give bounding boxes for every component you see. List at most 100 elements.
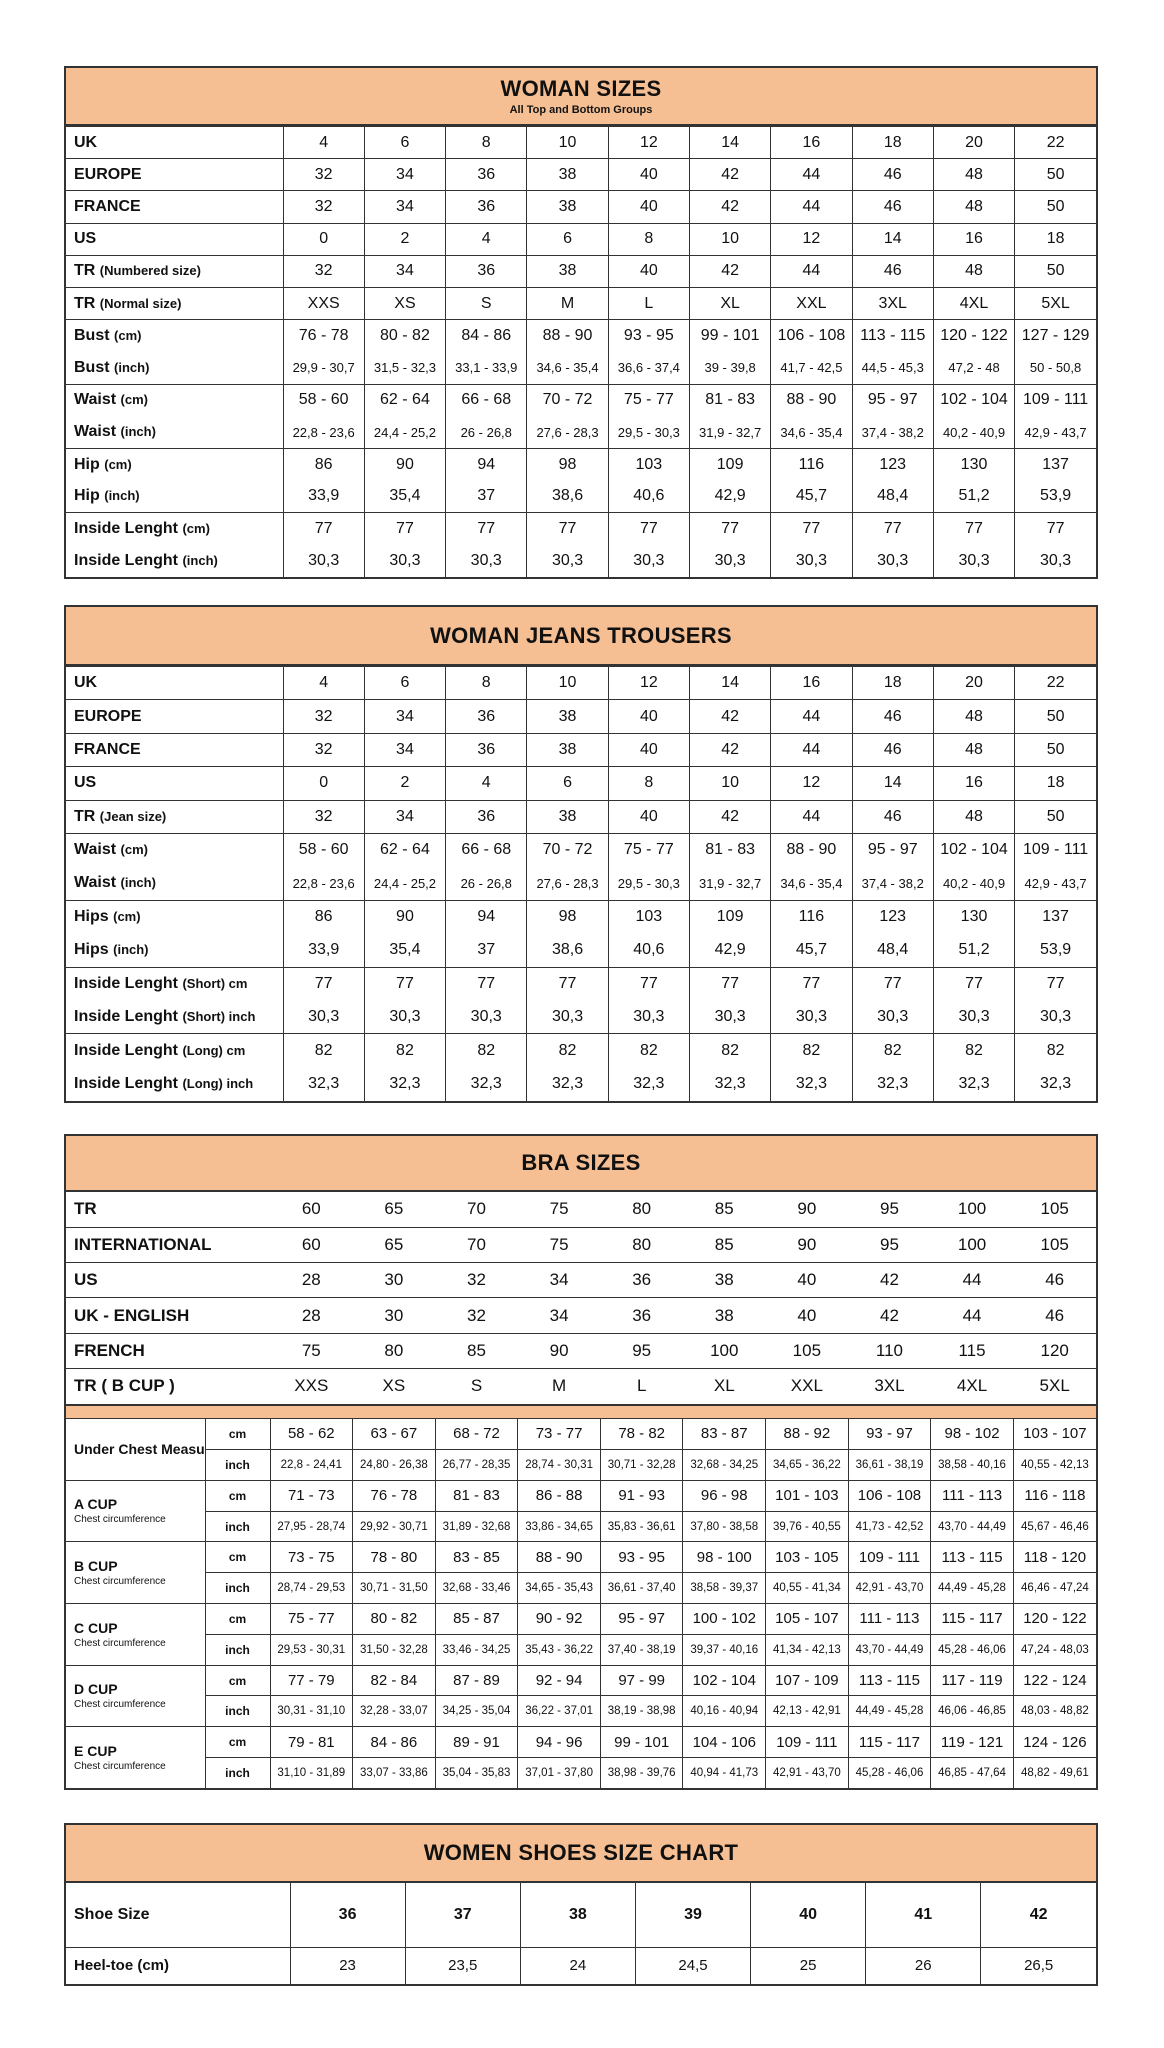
table-cell: 30 [352, 1262, 436, 1298]
table-cell: 80 [632, 1199, 652, 1219]
table-cell: 80 [600, 1226, 683, 1263]
row-label-unit: (inch) [120, 875, 156, 891]
table-cell: 77 [932, 512, 1015, 545]
table-row: US 0 2 4 6 8 10 12 14 16 18 [66, 766, 1096, 801]
table-cell: 85 - 87 [434, 1603, 518, 1635]
row-label: Waist (cm) [66, 832, 283, 867]
table-cell: 30,3 [770, 1000, 853, 1034]
table-cell: 28,74 - 29,53 [269, 1572, 353, 1604]
table-cell: 16 [932, 766, 1015, 801]
table-cell: 42,9 [688, 933, 771, 968]
table-cell: 38,6 [526, 933, 609, 968]
table-cell: 37,80 - 38,58 [682, 1510, 766, 1542]
table-cell: 46 [851, 158, 934, 191]
table-cell: 40,2 - 40,9 [932, 866, 1015, 901]
table-cell: 27,6 - 28,3 [526, 416, 609, 449]
table-cell: 116 [770, 899, 853, 934]
table-cell: 24,4 - 25,2 [363, 416, 446, 449]
table-cell: 35,43 - 36,22 [517, 1633, 601, 1666]
table-cell: 137 [1014, 447, 1096, 481]
row-label-main: Inside Lenght [74, 974, 178, 992]
table-row: Inside Lenght (Short) inch 30,3 30,3 30,3 30… [66, 1000, 1096, 1034]
table-cell: 32,3 [851, 1067, 934, 1101]
table-row: Hips (inch) 33,9 35,4 37 38,6 40,6 42,9 45,7 48,… [66, 933, 1096, 968]
table-cell: XXL [765, 1367, 849, 1404]
table-cell: 38 [519, 1883, 636, 1947]
table-cell: 79 - 81 [269, 1726, 353, 1758]
table-row: US 0 2 4 6 8 10 12 14 16 18 [66, 222, 1096, 256]
table-row: Hips (cm) 86 90 94 98 103 109 116 123 130 137 [66, 899, 1096, 934]
table-cell: 92 - 94 [517, 1664, 601, 1696]
table-cell: 40 [607, 254, 690, 288]
row-label-main: FRANCE [74, 740, 141, 758]
table-cell: XXS [282, 286, 365, 320]
table-cell: 37,4 - 38,2 [851, 416, 934, 449]
table-cell: 103 - 107 [1012, 1418, 1096, 1450]
row-label-main: EUROPE [74, 165, 142, 183]
table-cell: 53,9 [1014, 480, 1096, 513]
table-cell: L [607, 286, 690, 320]
table-cell: 34,6 - 35,4 [526, 351, 609, 384]
table-cell: 88 - 92 [765, 1418, 849, 1450]
table-cell: 41 [865, 1883, 981, 1947]
table-cell: 77 [851, 966, 934, 1001]
row-label: FRENCH [66, 1332, 270, 1369]
table-cell: 30,71 - 32,28 [599, 1449, 683, 1481]
row-label: UK [66, 125, 283, 159]
row-label-main: TR [74, 807, 96, 825]
table-cell: 43,70 - 44,49 [847, 1633, 931, 1666]
unit-cell: cm [204, 1479, 270, 1512]
table-cell: 29,53 - 30,31 [269, 1633, 353, 1666]
table-cell: 109 - 111 [1014, 383, 1096, 417]
bra-title: BRA SIZES [521, 1150, 641, 1175]
table-cell: 62 - 64 [363, 832, 446, 867]
table-cell: 90 - 92 [517, 1603, 601, 1635]
table-cell: 3XL [848, 1367, 931, 1404]
row-label-unit: (Normal size) [99, 295, 182, 311]
table-cell: 36 [445, 732, 527, 767]
table-cell: 42,91 - 43,70 [765, 1757, 849, 1789]
table-cell: 99 - 101 [688, 319, 771, 352]
table-cell: 27,95 - 28,74 [269, 1510, 353, 1542]
table-cell: 6 [363, 125, 446, 159]
table-cell: 30,3 [363, 544, 446, 578]
table-cell: 90 [363, 447, 446, 481]
table-cell: 48,4 [851, 933, 934, 968]
table-cell: 32,3 [770, 1067, 853, 1101]
table-row: US 28 30 32 34 36 38 40 42 44 46 [66, 1262, 1096, 1298]
table-cell: 75 - 77 [607, 383, 690, 417]
table-cell: 35,04 - 35,83 [434, 1757, 518, 1789]
table-cell: 36 [445, 158, 527, 191]
table-cell: 82 [282, 1033, 365, 1068]
table-cell: 32,3 [282, 1067, 365, 1101]
table-cell: 2 [363, 222, 446, 256]
table-cell: 78 - 82 [599, 1418, 683, 1450]
table-row: Heel-toe (cm) 23 23,5 24 24,5 25 26 26,5 [66, 1946, 1096, 1984]
table-cell: 117 - 119 [930, 1664, 1014, 1696]
table-cell: 14 [688, 125, 771, 159]
cup-label: Under Chest Measurement [66, 1419, 205, 1481]
table-cell: 77 [688, 966, 771, 1001]
shoes-size-table: WOMEN SHOES SIZE CHART Shoe Size 36 37 38 39… [64, 1823, 1098, 1986]
bra-sizes-table: BRA SIZES TR 60 65 70 75 80 85 90 95 100 105 INTERN… [64, 1134, 1098, 1791]
table-cell: 24 [519, 1946, 636, 1984]
table-cell: 71 - 73 [269, 1479, 353, 1512]
woman-sizes-subtitle: All Top and Bottom Groups [509, 104, 653, 116]
table-cell: 96 - 98 [682, 1479, 766, 1512]
table-cell: 38 [682, 1262, 766, 1298]
table-cell: 36 [445, 254, 527, 288]
table-cell: 38,98 - 39,76 [599, 1757, 683, 1789]
table-cell: 85 [714, 1199, 734, 1219]
table-cell: S [435, 1367, 518, 1404]
table-cell: 75 [549, 1199, 569, 1219]
row-label-unit: (Long) inch [182, 1075, 254, 1091]
table-cell: 40,6 [607, 480, 690, 513]
unit-cell: cm [204, 1664, 270, 1696]
table-cell: 94 - 96 [517, 1726, 601, 1758]
table-cell: 38 [526, 190, 609, 224]
table-cell: 48,4 [851, 480, 934, 513]
table-row: Inside Lenght (Long) inch 32,3 32,3 32,3 32,… [66, 1067, 1096, 1101]
table-cell: 123 [851, 447, 934, 481]
table-cell: 30 [352, 1297, 436, 1334]
table-cell: 30,3 [363, 1000, 446, 1034]
